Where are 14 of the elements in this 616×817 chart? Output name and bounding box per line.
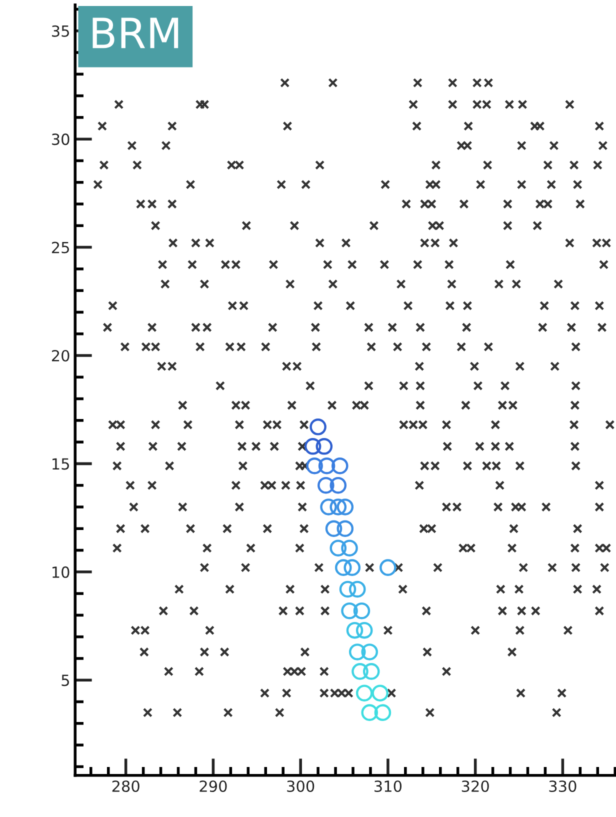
- x-tick-label: 300: [287, 780, 314, 792]
- y-tick-label: 25: [52, 242, 69, 254]
- x-tick-label: 290: [200, 780, 227, 792]
- x-tick-label: 310: [374, 780, 402, 792]
- y-tick-label: 5: [62, 674, 69, 686]
- y-tick-label: 35: [52, 25, 69, 37]
- y-tick-label: 20: [52, 350, 70, 362]
- x-tick-label: 320: [462, 780, 489, 792]
- y-tick-label: 10: [52, 566, 70, 578]
- x-tick-label: 280: [112, 780, 140, 792]
- x-tick-label: 330: [549, 780, 576, 792]
- y-tick-label: 30: [52, 134, 70, 146]
- annotation: BRM: [92, 18, 178, 48]
- y-tick-label: 15: [52, 458, 69, 470]
